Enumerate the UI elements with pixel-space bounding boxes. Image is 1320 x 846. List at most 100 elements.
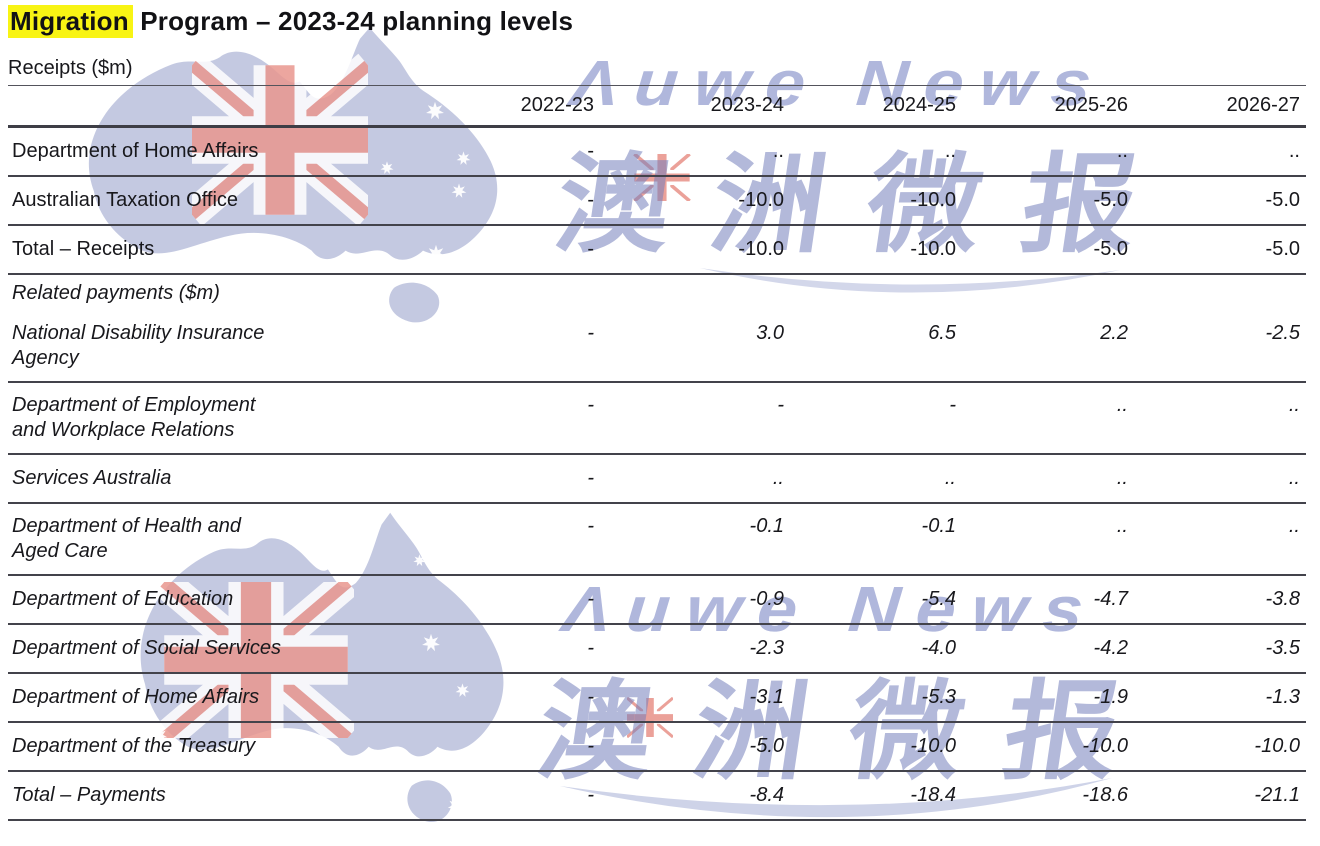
cell-value: -18.6 — [962, 771, 1134, 821]
cell-value — [600, 274, 790, 311]
row-label: Related payments ($m) — [12, 282, 220, 304]
cell-value: -8.4 — [600, 771, 790, 821]
cell-value: .. — [962, 503, 1134, 576]
cell-value: -10.0 — [600, 176, 790, 226]
cell-value: .. — [1134, 382, 1306, 455]
table-caption: Receipts ($m) — [8, 57, 1306, 86]
table-row: Department of Education - -0.9 -5.4 -4.7… — [8, 575, 1306, 625]
row-label: Department of Health and Aged Care — [8, 503, 448, 576]
cell-value: .. — [1134, 503, 1306, 576]
column-header — [8, 86, 448, 128]
cell-value: .. — [790, 126, 962, 177]
table-row: Department of Home Affairs - -3.1 -5.3 -… — [8, 673, 1306, 723]
cell-value: .. — [790, 454, 962, 504]
cell-value: .. — [600, 126, 790, 177]
data-table: 2022-23 2023-24 2024-25 2025-26 2026-27 … — [8, 86, 1306, 821]
cell-value: 6.5 — [790, 311, 962, 383]
row-label: Department of Education — [8, 575, 448, 625]
document-content: Migration Program – 2023-24 planning lev… — [8, 5, 1306, 821]
cell-value — [962, 274, 1134, 311]
cell-value: - — [448, 311, 600, 383]
cell-value: .. — [962, 454, 1134, 504]
column-header: 2025-26 — [962, 86, 1134, 128]
header-row: 2022-23 2023-24 2024-25 2025-26 2026-27 — [8, 86, 1306, 128]
cell-value: - — [448, 771, 600, 821]
cell-value: -4.0 — [790, 624, 962, 674]
table-row: Department of Employment and Workplace R… — [8, 382, 1306, 455]
cell-value: - — [448, 382, 600, 455]
cell-value: - — [448, 225, 600, 275]
cell-value: -5.0 — [1134, 225, 1306, 275]
cell-value: -3.8 — [1134, 575, 1306, 625]
cell-value: -4.7 — [962, 575, 1134, 625]
cell-value: -5.0 — [962, 225, 1134, 275]
row-label: National Disability Insurance Agency — [8, 311, 448, 383]
cell-value: -2.3 — [600, 624, 790, 674]
table-row: Department of Home Affairs - .. .. .. .. — [8, 126, 1306, 177]
cell-value: -4.2 — [962, 624, 1134, 674]
row-label: Total – Receipts — [8, 225, 448, 275]
cell-value: - — [448, 624, 600, 674]
cell-value: -3.1 — [600, 673, 790, 723]
cell-value: -0.1 — [790, 503, 962, 576]
cell-value: - — [448, 673, 600, 723]
cell-value: - — [790, 382, 962, 455]
column-header: 2024-25 — [790, 86, 962, 128]
cell-value: - — [448, 176, 600, 226]
swoosh — [700, 268, 1120, 293]
row-label: Department of Home Affairs — [8, 673, 448, 723]
cell-value: .. — [600, 454, 790, 504]
cell-value: .. — [962, 126, 1134, 177]
table-row: Australian Taxation Office - -10.0 -10.0… — [8, 176, 1306, 226]
cell-value: -10.0 — [962, 722, 1134, 772]
table-row: National Disability Insurance Agency - 3… — [8, 311, 1306, 383]
title-text: Program – 2023-24 planning levels — [132, 6, 574, 36]
table-row: Total – Payments - -8.4 -18.4 -18.6 -21.… — [8, 771, 1306, 821]
cell-value: -10.0 — [790, 722, 962, 772]
row-label: Services Australia — [8, 454, 448, 504]
section-header-row: Related payments ($m) — [8, 274, 1306, 311]
cell-value — [448, 274, 600, 311]
cell-value: .. — [1134, 126, 1306, 177]
cell-value: -5.0 — [600, 722, 790, 772]
cell-value: -1.9 — [962, 673, 1134, 723]
column-header: 2026-27 — [1134, 86, 1306, 128]
cell-value: 2.2 — [962, 311, 1134, 383]
cell-value: -5.0 — [1134, 176, 1306, 226]
cell-value: -2.5 — [1134, 311, 1306, 383]
cell-value: -0.9 — [600, 575, 790, 625]
table-row: Department of Social Services - -2.3 -4.… — [8, 624, 1306, 674]
table-row: Services Australia - .. .. .. .. — [8, 454, 1306, 504]
table-row: Department of the Treasury - -5.0 -10.0 … — [8, 722, 1306, 772]
column-header: 2023-24 — [600, 86, 790, 128]
cell-value: -10.0 — [790, 176, 962, 226]
cell-value: - — [448, 503, 600, 576]
row-label: Department of Employment and Workplace R… — [8, 382, 448, 455]
cell-value: -5.3 — [790, 673, 962, 723]
cell-value: -10.0 — [790, 225, 962, 275]
cell-value: .. — [962, 382, 1134, 455]
cell-value: - — [448, 126, 600, 177]
row-label: Department of Home Affairs — [8, 126, 448, 177]
cell-value: - — [448, 722, 600, 772]
cell-value — [1134, 274, 1306, 311]
cell-value: -3.5 — [1134, 624, 1306, 674]
cell-value: -5.0 — [962, 176, 1134, 226]
row-label: Department of Social Services — [8, 624, 448, 674]
page-title: Migration Program – 2023-24 planning lev… — [8, 5, 1306, 38]
cell-value: -10.0 — [600, 225, 790, 275]
cell-value: -5.4 — [790, 575, 962, 625]
table-row: Department of Health and Aged Care - -0.… — [8, 503, 1306, 576]
table-row: Total – Receipts - -10.0 -10.0 -5.0 -5.0 — [8, 225, 1306, 275]
cell-value — [790, 274, 962, 311]
title-highlight: Migration — [8, 5, 133, 38]
row-label: Total – Payments — [8, 771, 448, 821]
cell-value: - — [448, 454, 600, 504]
cell-value: 3.0 — [600, 311, 790, 383]
cell-value: .. — [1134, 454, 1306, 504]
cell-value: - — [600, 382, 790, 455]
cell-value: -18.4 — [790, 771, 962, 821]
cell-value: -21.1 — [1134, 771, 1306, 821]
row-label: Australian Taxation Office — [8, 176, 448, 226]
